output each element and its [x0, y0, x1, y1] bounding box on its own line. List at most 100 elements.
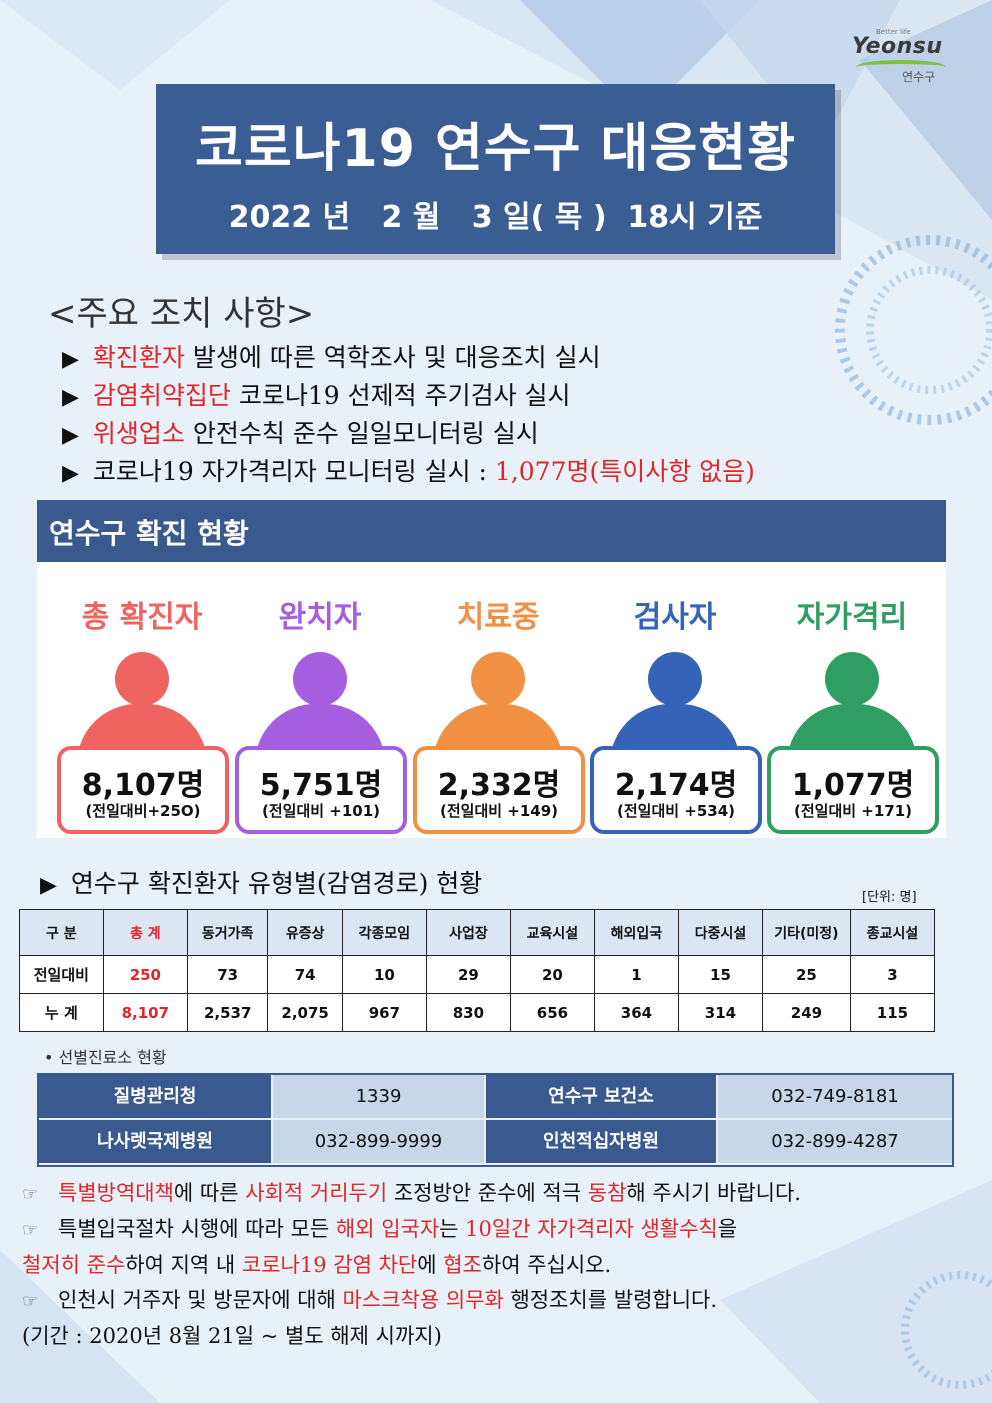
person-head [293, 652, 347, 706]
notice-highlight: 10일간 자가격리자 생활수칙 [465, 1217, 718, 1241]
clinic-phone: 032-899-4287 [718, 1120, 952, 1163]
person-head [115, 652, 169, 706]
table-row-label: 누 계 [19, 993, 104, 1032]
measure-text: 코로나19 선제적 주기검사 실시 [230, 381, 571, 410]
table-cell: 115 [849, 993, 936, 1032]
stat-card-2: 치료중 2,332명 (전일대비 +149) [413, 562, 585, 838]
clinics-table: 질병관리청 1339 연수구 보건소 032-749-8181 나사렛국제병원 … [37, 1073, 954, 1167]
status-heading: 연수구 확진 현황 [49, 517, 249, 550]
table-cell: 2,537 [186, 993, 269, 1032]
stat-card-3: 검사자 2,174명 (전일대비 +534) [590, 562, 762, 838]
triangle-bullet-icon: ▶ [62, 385, 79, 410]
notice-text: 인천시 거주자 및 방문자에 대해 [58, 1288, 343, 1312]
pointing-hand-icon: ☞ [22, 1184, 39, 1205]
stat-value: 5,751명 [259, 768, 383, 803]
table-cell: 830 [425, 993, 511, 1032]
notice-text: 을 [717, 1217, 738, 1241]
notice-highlight: 해외 입국자 [335, 1217, 440, 1241]
notice-highlight: 사회적 거리두기 [245, 1181, 388, 1205]
stat-value-box: 1,077명 (전일대비 +171) [767, 746, 939, 834]
stat-value-box: 2,332명 (전일대비 +149) [413, 746, 585, 834]
person-head [471, 652, 525, 706]
table-header-cell: 교육시설 [509, 909, 595, 956]
types-table-title: ▶ 연수구 확진환자 유형별(감염경로) 현황 [40, 864, 482, 900]
notice-highlight: 코로나19 감염 차단 [241, 1253, 418, 1277]
table-cell: 15 [677, 955, 763, 994]
measure-text: 안전수칙 준수 일일모니터링 실시 [184, 419, 539, 448]
logo-subtitle: 연수구 [902, 70, 936, 84]
notice-highlight: 협조 [443, 1253, 482, 1277]
clinic-phone: 1339 [273, 1075, 484, 1118]
stat-card-0: 총 확진자 8,107명 (전일대비+25O) [57, 562, 229, 838]
measure-item: ▶ 확진환자 발생에 따른 역학조사 및 대응조치 실시 [62, 338, 962, 376]
table-row: 누 계 8,107 2,537 2,075 967 830 656 364 314 249 115 [19, 993, 936, 1032]
stat-label: 치료중 [456, 600, 540, 635]
notice-text: 특별입국절차 시행에 따라 모든 [58, 1217, 336, 1241]
notice-text: 행정조치를 발령합니다. [503, 1288, 718, 1312]
stat-card-1: 완치자 5,751명 (전일대비 +101) [235, 562, 407, 838]
notice-highlight: 철저히 준수 [22, 1253, 126, 1277]
notice-3-period: (기간 : 2020년 8월 21일 ~ 별도 해제 시까지) [22, 1324, 442, 1348]
table-cell: 250 [102, 955, 189, 994]
stat-label: 총 확진자 [81, 600, 203, 635]
stat-delta: (전일대비 +171) [793, 802, 912, 820]
notice-highlight: 특별방역대책 [58, 1181, 174, 1205]
table-header-cell: 기타(미정) [761, 909, 851, 956]
notice-2-continued: 철저히 준수하여 지역 내 코로나19 감염 차단에 협조하여 주십시오. [22, 1248, 982, 1283]
notice-text: 에 따른 [173, 1181, 246, 1205]
clinic-phone: 032-749-8181 [718, 1075, 952, 1118]
stat-label: 완치자 [278, 600, 362, 635]
status-header-bar: 연수구 확진 현황 [37, 500, 946, 562]
measure-item: ▶ 감염취약집단 코로나19 선제적 주기검사 실시 [62, 376, 962, 414]
stat-value-box: 5,751명 (전일대비 +101) [235, 746, 407, 834]
table-header-cell: 총 계 [102, 909, 189, 956]
report-date: 2022 년 2 월 3 일( 목 ) 18시 기준 [228, 200, 763, 235]
measure-item: ▶ 위생업소 안전수칙 준수 일일모니터링 실시 [62, 414, 962, 452]
logo-wordmark: Yeonsu [852, 34, 943, 59]
table-header-cell: 종교시설 [849, 909, 936, 956]
table-cell: 74 [267, 955, 343, 994]
stat-value: 2,174명 [614, 768, 738, 803]
notice-text: 에 [417, 1253, 444, 1277]
stat-delta: (전일대비 +534) [616, 802, 735, 820]
table-header-cell: 유증상 [267, 909, 343, 956]
table-cell: 20 [509, 955, 595, 994]
table-header-cell: 각종모임 [341, 909, 427, 956]
stat-delta: (전일대비 +101) [261, 802, 380, 820]
measure-item: ▶ 코로나19 자가격리자 모니터링 실시 : 1,077명(특이사항 없음) [62, 452, 962, 490]
table-cell: 967 [341, 993, 427, 1032]
clinic-name: 인천적십자병원 [486, 1120, 716, 1163]
notice-highlight: 동참 [587, 1181, 627, 1205]
notice-text: 해 주시기 바랍니다. [626, 1181, 801, 1205]
triangle-bullet-icon: ▶ [62, 423, 79, 448]
notice-3: ☞ 인천시 거주자 및 방문자에 대해 마스크착용 의무화 행정조치를 발령합니다… [22, 1283, 982, 1319]
table-row: 전일대비 250 73 74 10 29 20 1 15 25 3 [19, 955, 936, 994]
table-cell: 25 [761, 955, 851, 994]
measures-heading: <주요 조치 사항> [48, 294, 315, 334]
table-header-cell: 해외입국 [593, 909, 679, 956]
stat-value: 8,107명 [81, 768, 205, 803]
stat-delta: (전일대비+25O) [85, 802, 201, 820]
title-banner: 코로나19 연수구 대응현황 2022 년 2 월 3 일( 목 ) 18시 기… [156, 84, 835, 254]
table-header-cell: 사업장 [425, 909, 511, 956]
types-table-title-text: 연수구 확진환자 유형별(감염경로) 현황 [70, 869, 483, 898]
measure-highlight: 감염취약집단 [92, 381, 231, 410]
stat-value-box: 8,107명 (전일대비+25O) [57, 746, 229, 834]
table-header-cell: 동거가족 [186, 909, 269, 956]
clinic-name: 연수구 보건소 [486, 1075, 716, 1118]
table-cell: 10 [341, 955, 427, 994]
stat-value-box: 2,174명 (전일대비 +534) [590, 746, 762, 834]
clinic-name: 질병관리청 [39, 1075, 271, 1118]
notices: ☞ 특별방역대책에 따른 사회적 거리두기 조정방안 준수에 적극 동참해 주시기… [22, 1176, 982, 1354]
table-cell: 2,075 [267, 993, 343, 1032]
notice-1: ☞ 특별방역대책에 따른 사회적 거리두기 조정방안 준수에 적극 동참해 주시기… [22, 1176, 982, 1212]
stat-label: 검사자 [633, 600, 717, 635]
measure-text: 코로나19 자가격리자 모니터링 실시 : [92, 457, 495, 486]
logo-tagline: Better life [876, 28, 911, 36]
types-table-unit: [단위: 명] [862, 890, 917, 905]
measure-text: 발생에 따른 역학조사 및 대응조치 실시 [184, 343, 601, 372]
clinic-name: 나사렛국제병원 [39, 1120, 271, 1163]
table-cell: 8,107 [102, 993, 189, 1032]
